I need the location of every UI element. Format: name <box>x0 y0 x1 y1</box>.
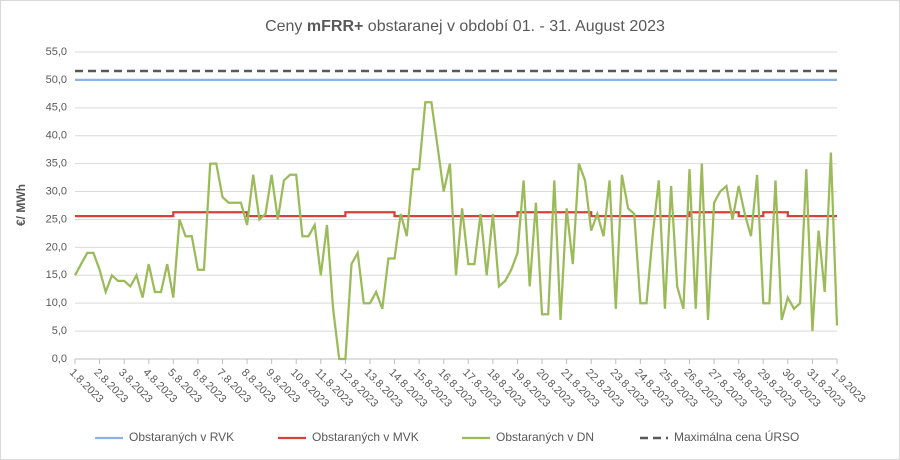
y-tick-label: 35,0 <box>46 158 67 170</box>
title-bold: mFRR+ <box>307 18 363 35</box>
y-tick-label: 25,0 <box>46 213 67 225</box>
title-prefix: Ceny <box>265 18 302 35</box>
legend-label: Obstaraných v DN <box>496 430 594 444</box>
y-tick-label: 50,0 <box>46 74 67 86</box>
chart-title: Ceny mFRR+ obstaranej v období 01. - 31.… <box>265 18 665 35</box>
y-tick-label: 0,0 <box>52 353 67 365</box>
y-tick-label: 10,0 <box>46 297 67 309</box>
y-tick-label: 15,0 <box>46 269 67 281</box>
series-line <box>74 101 839 361</box>
y-axis-label: €/ MWh <box>14 184 28 226</box>
legend-label: Obstaraných v RVK <box>129 430 234 444</box>
legend-label: Maximálna cena ÚRSO <box>674 429 799 444</box>
y-tick-label: 40,0 <box>46 130 67 142</box>
title-suffix: obstaranej v období 01. - 31. August 202… <box>368 18 665 35</box>
y-tick-label: 30,0 <box>46 185 67 197</box>
legend-label: Obstaraných v MVK <box>312 430 419 444</box>
y-tick-label: 5,0 <box>52 325 67 337</box>
series-line <box>75 211 837 218</box>
y-tick-label: 45,0 <box>46 102 67 114</box>
y-tick-label: 55,0 <box>46 46 67 58</box>
y-tick-label: 20,0 <box>46 241 67 253</box>
